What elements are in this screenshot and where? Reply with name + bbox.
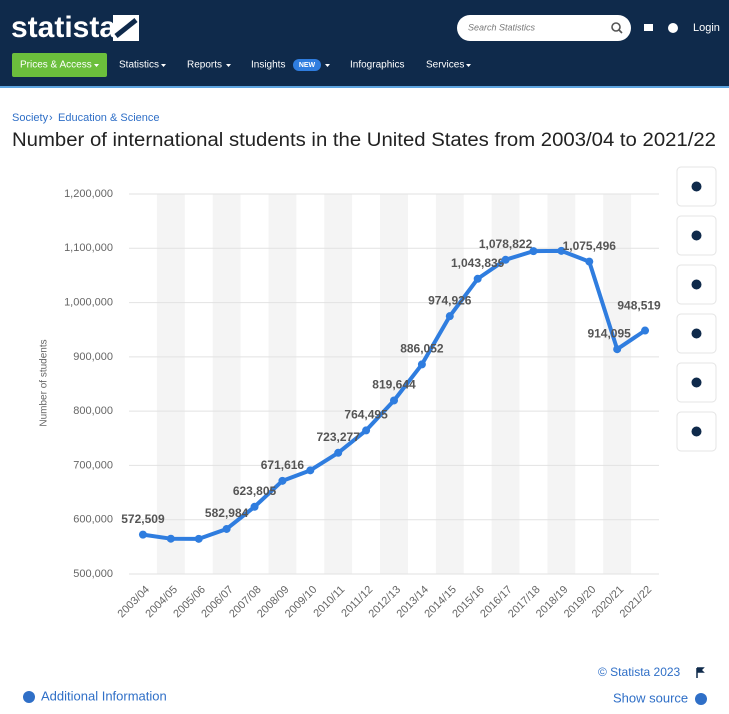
data-point: [613, 345, 622, 354]
data-label: 1,043,839: [451, 256, 505, 270]
y-tick-label: 1,200,000: [64, 188, 113, 200]
prices-button[interactable]: [12, 53, 107, 77]
data-label: 764,495: [344, 408, 388, 422]
data-label: 914,095: [587, 326, 631, 340]
tool-icon: [691, 230, 702, 241]
data-label: 623,805: [233, 484, 277, 498]
y-tick-label: 700,000: [73, 459, 113, 471]
band-shade: [212, 194, 241, 574]
data-point: [445, 312, 454, 321]
tool-icon: [691, 279, 702, 290]
data-label: 582,984: [205, 506, 249, 520]
info-icon: [695, 693, 707, 705]
account-icon[interactable]: [668, 23, 678, 33]
toolbar: [676, 166, 717, 452]
nav-item[interactable]: Prices & Access: [20, 60, 92, 71]
y-tick-label: 900,000: [73, 351, 113, 363]
band-shade: [435, 194, 464, 574]
nav-item[interactable]: Statistics: [119, 60, 159, 71]
nav-item[interactable]: Services: [426, 60, 464, 71]
data-point: [334, 448, 343, 457]
data-point: [306, 466, 315, 475]
copyright[interactable]: © Statista 2023: [598, 665, 681, 679]
data-point: [501, 255, 510, 264]
tool-icon: [691, 181, 702, 192]
y-tick-label: 600,000: [73, 514, 113, 526]
data-point: [641, 326, 650, 335]
y-axis-label: Number of students: [39, 339, 50, 426]
data-point: [194, 534, 203, 543]
data-label: 1,078,822: [479, 237, 533, 251]
data-point: [557, 246, 566, 255]
data-label: 1,075,496: [563, 239, 617, 253]
data-point: [473, 274, 482, 283]
dropdown-carets: [94, 64, 471, 67]
data-label: 948,519: [617, 299, 661, 313]
breadcrumb[interactable]: Education & Science: [58, 112, 160, 124]
nav-item[interactable]: Reports: [187, 60, 222, 71]
data-label: 819,644: [372, 378, 416, 392]
tool-icon: [691, 377, 702, 388]
data-point: [278, 476, 287, 485]
data-label: 671,616: [261, 458, 305, 472]
y-tick-label: 1,000,000: [64, 296, 113, 308]
data-point: [417, 360, 426, 369]
data-point: [529, 247, 538, 256]
y-tick-label: 1,100,000: [64, 242, 113, 254]
band-shade: [547, 194, 576, 574]
header-bar: [0, 0, 729, 87]
data-label: 723,277: [317, 430, 361, 444]
badge-text: NEW: [299, 62, 316, 69]
data-point: [250, 502, 259, 511]
nav-item[interactable]: Infographics: [350, 60, 404, 71]
band-shade: [603, 194, 632, 574]
band-shade: [156, 194, 185, 574]
chart-title: Number of international students in the …: [12, 130, 716, 151]
logo[interactable]: statista: [11, 11, 116, 44]
y-tick-label: 500,000: [73, 568, 113, 580]
breadcrumb-sep: ›: [49, 112, 53, 124]
data-point: [166, 534, 175, 543]
new-badge: [293, 59, 321, 71]
data-point: [222, 524, 231, 533]
show-source[interactable]: Show source: [613, 690, 688, 705]
band-shade: [324, 194, 353, 574]
login[interactable]: Login: [693, 22, 720, 34]
band-shade: [491, 194, 520, 574]
tool-icon: [691, 328, 702, 339]
flag-icon: [696, 667, 705, 678]
additional-info[interactable]: Additional Information: [41, 688, 167, 703]
data-point: [390, 396, 398, 405]
breadcrumb[interactable]: Society: [12, 112, 49, 124]
data-point: [362, 426, 371, 435]
info-icon: [23, 691, 35, 703]
data-label: 572,509: [121, 512, 165, 526]
nav-item[interactable]: Insights: [251, 60, 285, 71]
y-tick-label: 800,000: [73, 405, 113, 417]
data-point: [138, 530, 147, 539]
data-label: 886,052: [400, 342, 444, 356]
band-shade: [268, 194, 297, 574]
search-icon[interactable]: [611, 22, 623, 34]
header-border: [0, 86, 729, 88]
search-placeholder: Search Statistics: [468, 22, 536, 32]
mail-icon[interactable]: [644, 24, 653, 31]
search-box[interactable]: [457, 15, 631, 41]
data-label: 974,926: [428, 293, 472, 307]
band-shade: [380, 194, 408, 574]
tool-icon: [691, 426, 702, 437]
data-point: [585, 257, 594, 266]
logo-icon: [113, 15, 139, 41]
